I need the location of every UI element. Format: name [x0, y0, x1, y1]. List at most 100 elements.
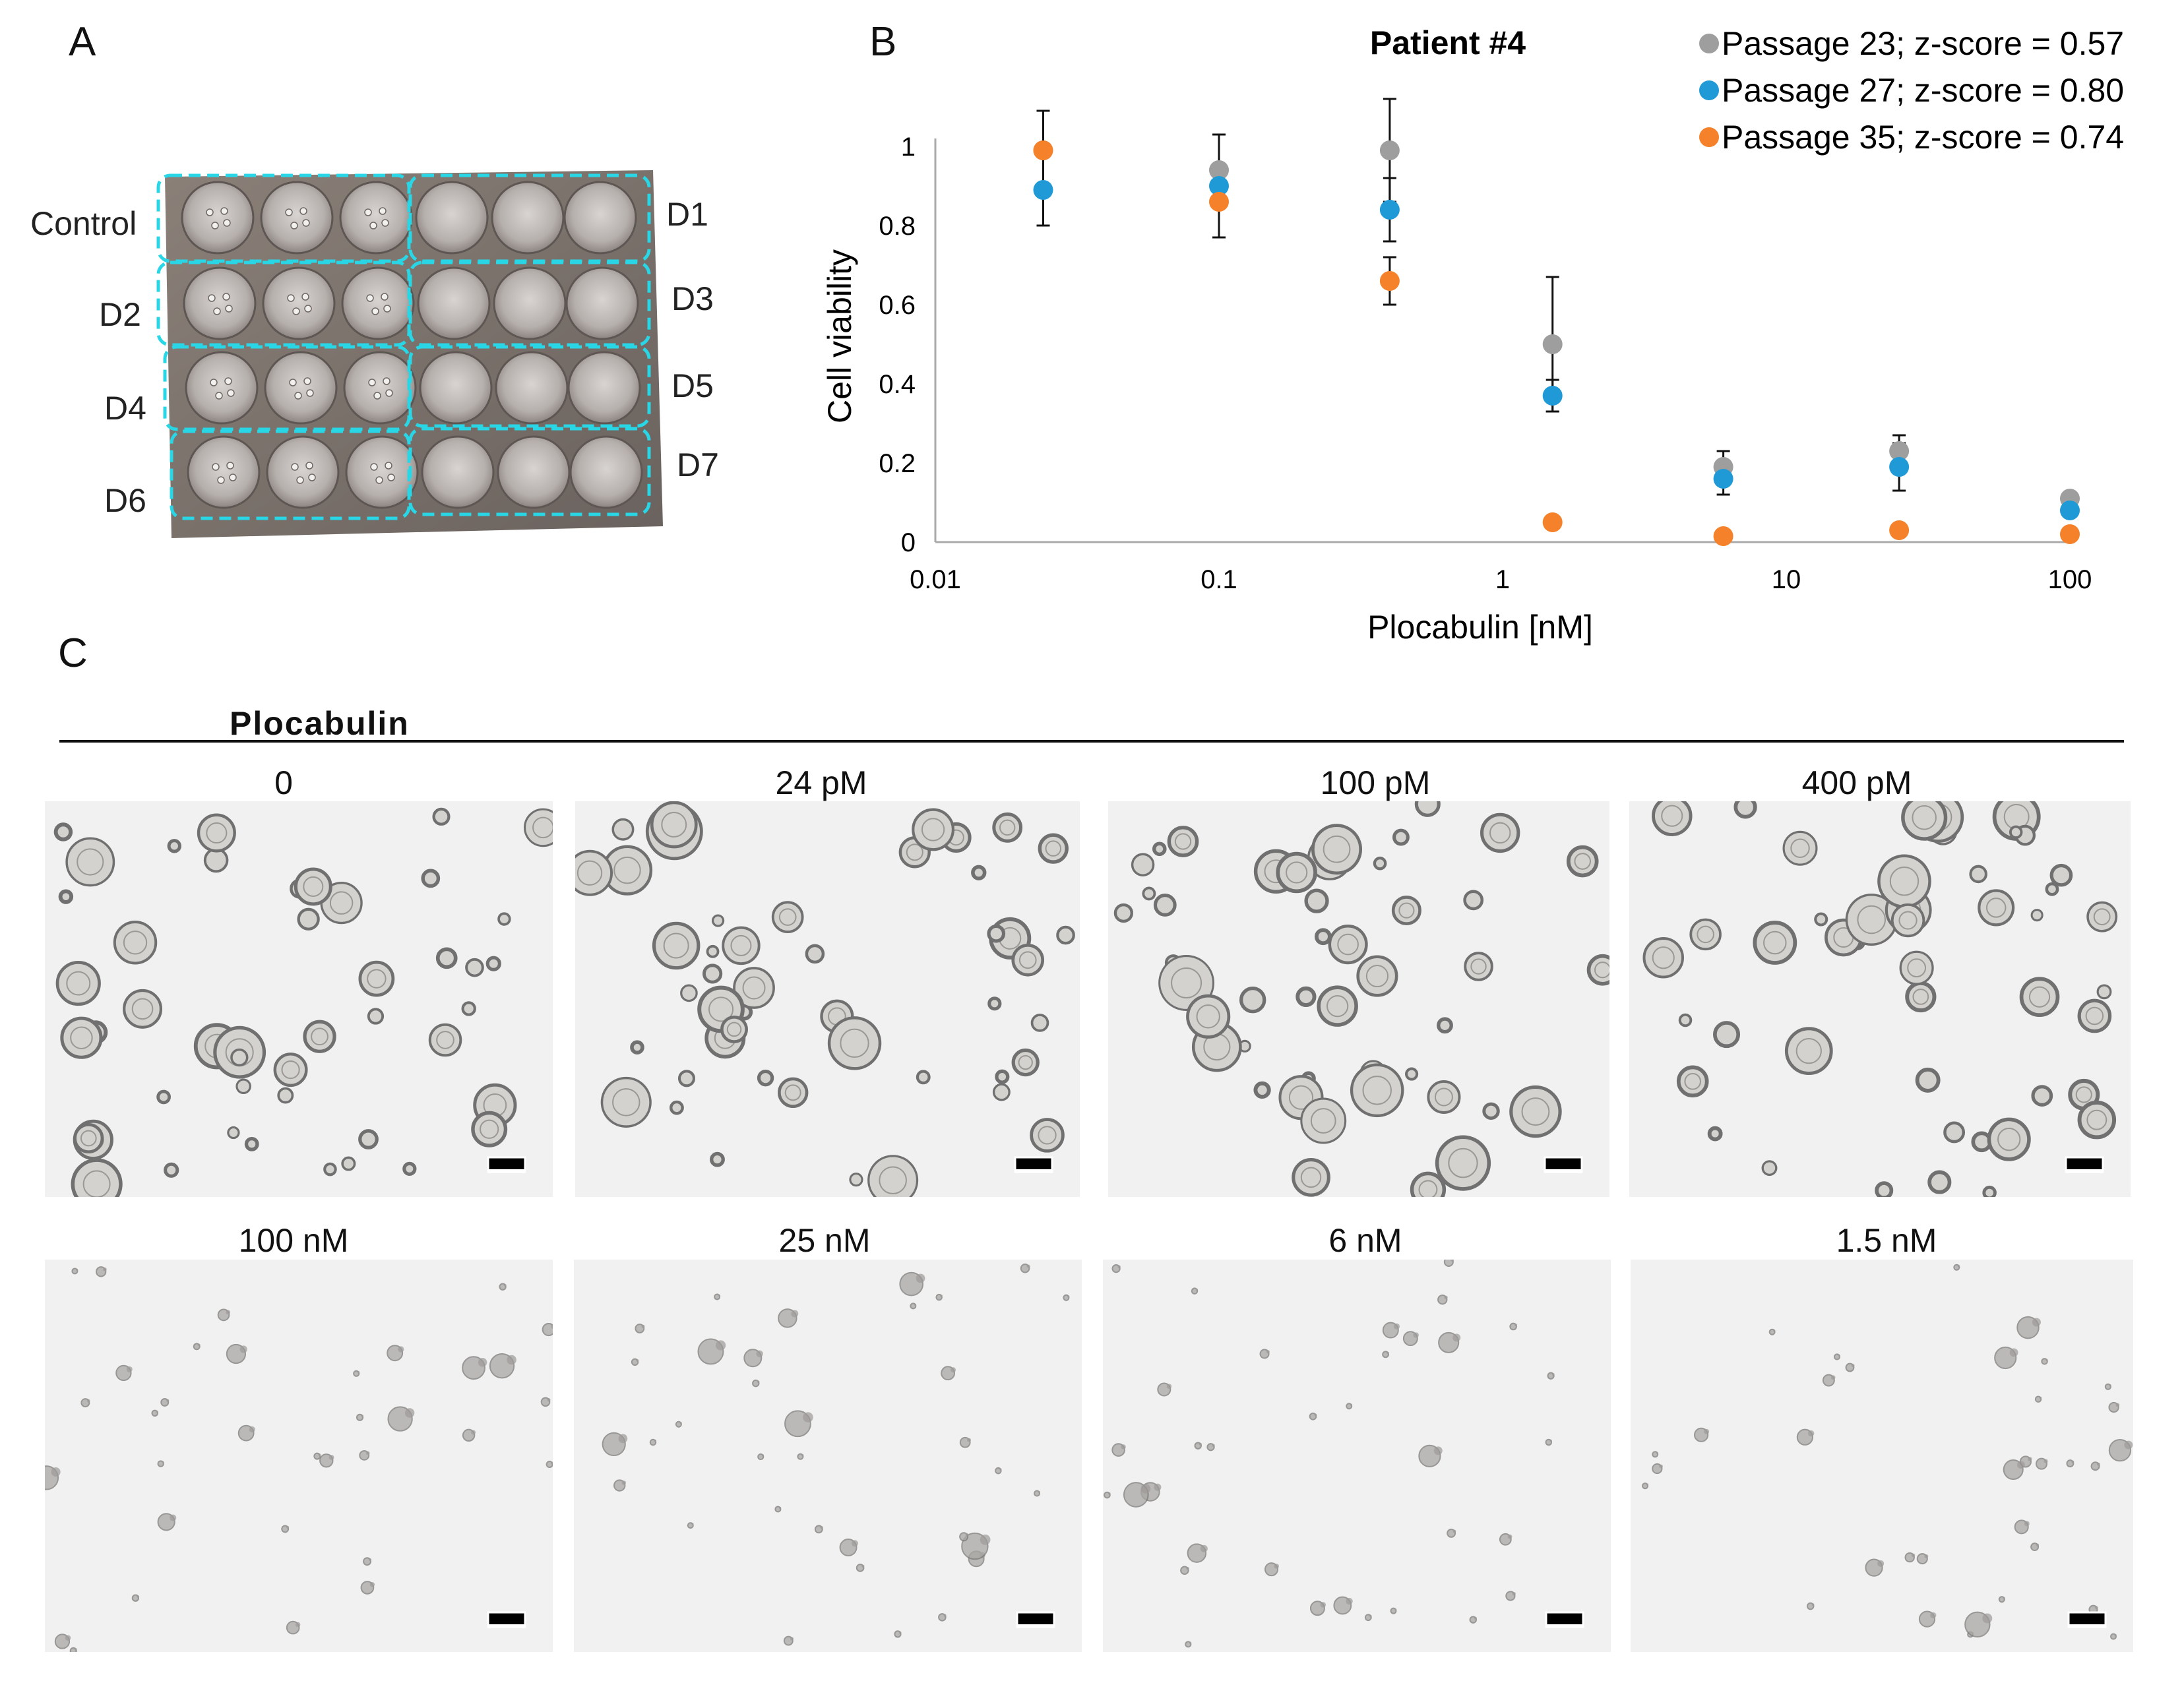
organoid [1317, 985, 1358, 1027]
viability-chart-svg: Patient #4 Cell viability Plocabulin [nM… [821, 24, 2124, 646]
organoid [1038, 833, 1069, 864]
data-point-series-2 [1033, 180, 1053, 200]
cell-debris [1443, 1260, 1454, 1267]
plate-well [187, 435, 261, 509]
organoid [1350, 1063, 1404, 1118]
organoid [465, 958, 484, 977]
data-point-series-2 [1542, 386, 1563, 406]
organoid [2077, 1100, 2117, 1140]
organoid [1295, 986, 1317, 1008]
organoid [428, 1023, 462, 1057]
plate-well [339, 181, 413, 255]
organoid [600, 1076, 652, 1128]
cond-label-6nm: 6 nM [1328, 1222, 1402, 1259]
cond-label-100nm: 100 nM [238, 1222, 349, 1259]
plate-well [185, 351, 259, 425]
data-point-series-3 [1379, 271, 1400, 291]
organoid [1899, 950, 1934, 985]
organoid [358, 1129, 379, 1149]
organoid [1113, 903, 1134, 923]
legend-marker [1699, 34, 1719, 53]
plate-well [260, 181, 334, 255]
organoid [1915, 1067, 1941, 1093]
panel-label-b: B [869, 19, 897, 65]
y-tick-label: 0 [901, 528, 916, 557]
organoid [1482, 1102, 1500, 1120]
organoid [1480, 812, 1520, 853]
organoid [60, 1016, 103, 1059]
organoid [1978, 889, 2015, 927]
plate-photo [152, 170, 666, 539]
organoid [1276, 851, 1317, 894]
plate-well [495, 351, 569, 425]
organoid [987, 996, 1002, 1011]
organoid [1875, 1181, 1894, 1197]
plate-label-d4: D4 [104, 390, 146, 427]
organoid [323, 1162, 337, 1177]
organoid [1030, 1118, 1065, 1153]
organoid [1733, 801, 1757, 819]
organoid [497, 912, 511, 926]
cond-label-24pm: 24 pM [775, 764, 867, 801]
organoid [2030, 909, 2044, 922]
organoid [916, 1070, 931, 1085]
organoid [1427, 1080, 1461, 1115]
panel-label-a: A [69, 19, 96, 65]
organoid [720, 1015, 748, 1043]
organoid [1463, 890, 1484, 911]
organoid [1814, 912, 1828, 927]
plate-well [264, 351, 338, 425]
organoid [227, 1126, 240, 1140]
organoid [575, 849, 613, 896]
plate-well [565, 266, 639, 340]
legend-label: Passage 27; z-score = 0.80 [1722, 72, 2124, 109]
micrograph-100nm [45, 1260, 553, 1652]
x-tick-label: 0.01 [910, 565, 961, 594]
organoid [1239, 987, 1266, 1014]
chart-y-axis-label: Cell viability [821, 249, 858, 423]
organoid [992, 1083, 1011, 1101]
cond-label-100pm: 100 pM [1320, 764, 1431, 801]
organoid [2045, 882, 2059, 896]
organoid [53, 822, 73, 841]
organoid [203, 847, 229, 873]
organoid [1943, 1121, 1966, 1144]
organoid [1056, 925, 1075, 945]
x-tick-label: 10 [1772, 565, 1801, 594]
organoid [971, 865, 987, 880]
organoid [1186, 994, 1231, 1039]
y-tick-label: 0.4 [879, 370, 916, 399]
organoid [1782, 830, 1818, 866]
plate-well [491, 181, 565, 255]
organoid [1414, 801, 1441, 817]
organoid [297, 907, 320, 931]
organoid [1356, 955, 1398, 997]
organoid [1464, 952, 1493, 981]
cond-label-25nm: 25 nM [778, 1222, 871, 1259]
data-point-series-3 [1542, 512, 1563, 532]
organoid [402, 1161, 417, 1177]
organoid [1131, 853, 1155, 876]
cond-label-0: 0 [274, 764, 293, 801]
organoid [1392, 828, 1410, 846]
data-point-series-3 [1713, 526, 1733, 546]
well-plate-image [156, 170, 663, 538]
organoid [1292, 1158, 1330, 1197]
organoid [2086, 901, 2118, 932]
cond-label-400pm: 400 pM [1801, 764, 1912, 801]
legend-label: Passage 35; z-score = 0.74 [1722, 119, 2124, 156]
organoid [1437, 1017, 1453, 1034]
organoid [711, 914, 725, 927]
organoid [702, 963, 723, 984]
organoid [733, 967, 775, 1009]
organoid [277, 1087, 294, 1104]
data-point-series-3 [1209, 192, 1229, 212]
organoid [341, 1156, 356, 1171]
plate-well [567, 351, 641, 425]
plate-well [497, 435, 571, 509]
organoid [421, 869, 441, 888]
organoid [1784, 1027, 1833, 1076]
organoid [303, 1020, 336, 1053]
x-tick-label: 1 [1495, 565, 1510, 594]
organoid [1642, 936, 1684, 979]
